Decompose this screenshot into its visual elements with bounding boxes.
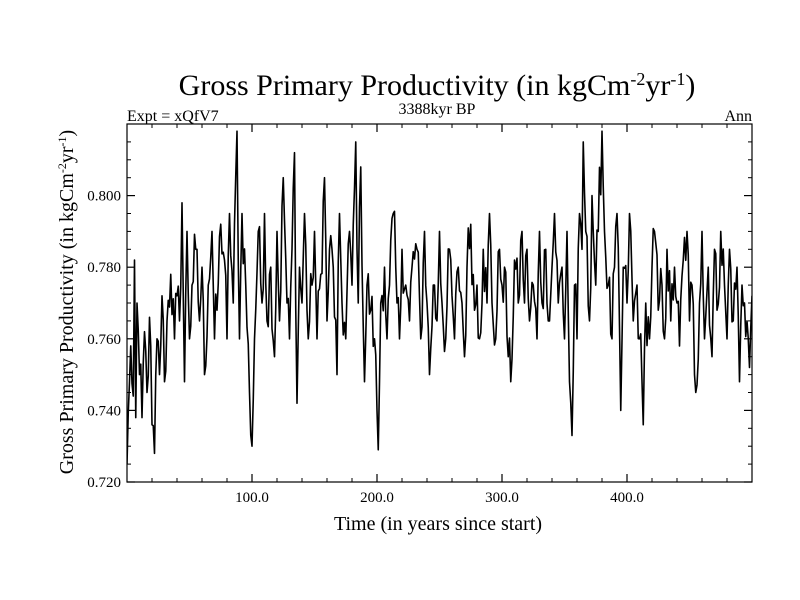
series-line	[127, 130, 752, 465]
experiment-label: Expt = xQfV7	[127, 108, 219, 125]
y-tick-label: 0.760	[87, 332, 121, 348]
y-tick-label: 0.740	[87, 403, 121, 419]
y-tick-label: 0.720	[87, 475, 121, 491]
x-tick-label: 300.0	[485, 490, 519, 506]
period-label: 3388kyr BP	[399, 101, 476, 118]
x-axis-label: Time (in years since start)	[334, 513, 542, 535]
y-tick-label: 0.780	[87, 260, 121, 276]
x-tick-label: 400.0	[610, 490, 644, 506]
season-label: Ann	[724, 108, 752, 125]
x-axis-ticks: 100.0 200.0 300.0 400.0	[235, 124, 644, 506]
y-axis-label: Gross Primary Productivity (in kgCm-2yr-…	[55, 130, 78, 474]
minor-ticks	[127, 124, 752, 482]
x-tick-label: 200.0	[360, 490, 394, 506]
y-axis-ticks: 0.720 0.740 0.760 0.780 0.800	[87, 189, 752, 491]
chart-title: Gross Primary Productivity (in kgCm-2yr-…	[179, 69, 696, 102]
x-tick-label: 100.0	[235, 490, 269, 506]
y-tick-label: 0.800	[87, 189, 121, 205]
